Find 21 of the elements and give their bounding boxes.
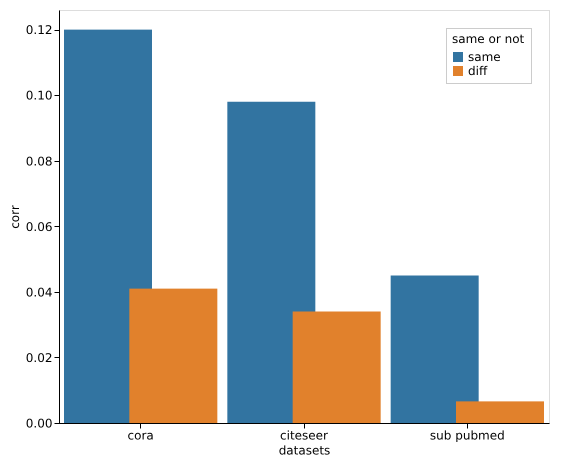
bar — [227, 102, 316, 423]
bar — [64, 30, 152, 423]
y-tick-label: 0.00 — [26, 416, 52, 430]
x-tick-label: citeseer — [280, 428, 328, 442]
y-tick-label: 0.08 — [26, 154, 52, 168]
y-tick-label: 0.10 — [26, 88, 52, 103]
bar — [456, 401, 544, 423]
x-axis-title: datasets — [278, 444, 330, 458]
legend-label: diff — [468, 64, 488, 78]
x-tick-label: cora — [128, 428, 154, 442]
bar — [129, 288, 218, 423]
y-tick-label: 0.04 — [26, 285, 52, 300]
legend-label: same — [468, 50, 501, 64]
legend-title: same or not — [452, 32, 525, 46]
bar — [292, 312, 381, 423]
y-axis-title: corr — [8, 205, 22, 229]
y-tick-label: 0.02 — [26, 350, 52, 365]
y-tick-label: 0.06 — [26, 220, 52, 234]
bar — [390, 276, 479, 423]
y-tick-label: 0.12 — [26, 23, 52, 38]
x-tick-label: sub pubmed — [430, 428, 505, 442]
